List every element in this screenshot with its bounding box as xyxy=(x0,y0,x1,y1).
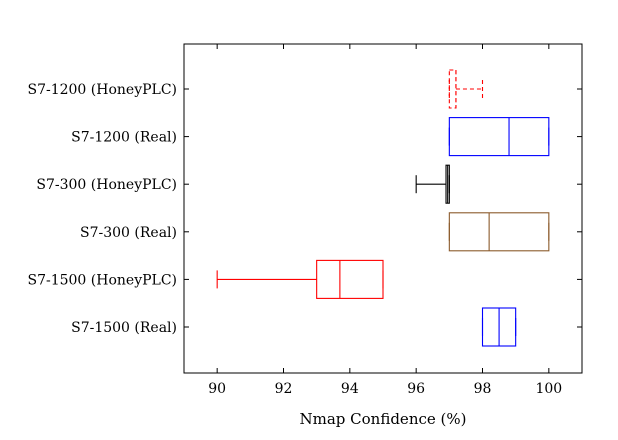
plot-area-frame xyxy=(183,43,583,374)
box-3 xyxy=(448,212,550,252)
box-1 xyxy=(448,117,550,157)
y-category-label: S7-1200 (Real) xyxy=(71,130,177,146)
boxes-layer xyxy=(216,69,550,347)
y-axis: S7-1200 (HoneyPLC) S7-1200 (Real) S7-300 (… xyxy=(27,82,582,336)
x-tick-label: 90 xyxy=(208,381,226,397)
y-category-label: S7-1500 (HoneyPLC) xyxy=(27,272,177,288)
box-iqr xyxy=(316,259,384,299)
x-tick-label: 96 xyxy=(407,381,425,397)
box-iqr xyxy=(448,69,457,109)
x-tick-label: 98 xyxy=(474,381,492,397)
box-iqr xyxy=(448,117,550,157)
box-2 xyxy=(415,164,450,204)
box-5 xyxy=(481,307,517,347)
y-category-label: S7-1200 (HoneyPLC) xyxy=(27,82,177,98)
box-iqr xyxy=(448,212,550,252)
x-axis-label: Nmap Confidence (%) xyxy=(300,410,467,428)
x-tick-label: 92 xyxy=(275,381,293,397)
box-0 xyxy=(448,69,484,109)
x-tick-label: 100 xyxy=(535,381,562,397)
y-category-label: S7-1500 (Real) xyxy=(71,320,177,336)
x-axis: 90 92 94 96 98 100 xyxy=(208,44,562,397)
y-category-label: S7-300 (HoneyPLC) xyxy=(36,177,177,193)
y-category-label: S7-300 (Real) xyxy=(80,225,177,241)
box-4 xyxy=(216,259,384,299)
x-tick-label: 94 xyxy=(341,381,359,397)
